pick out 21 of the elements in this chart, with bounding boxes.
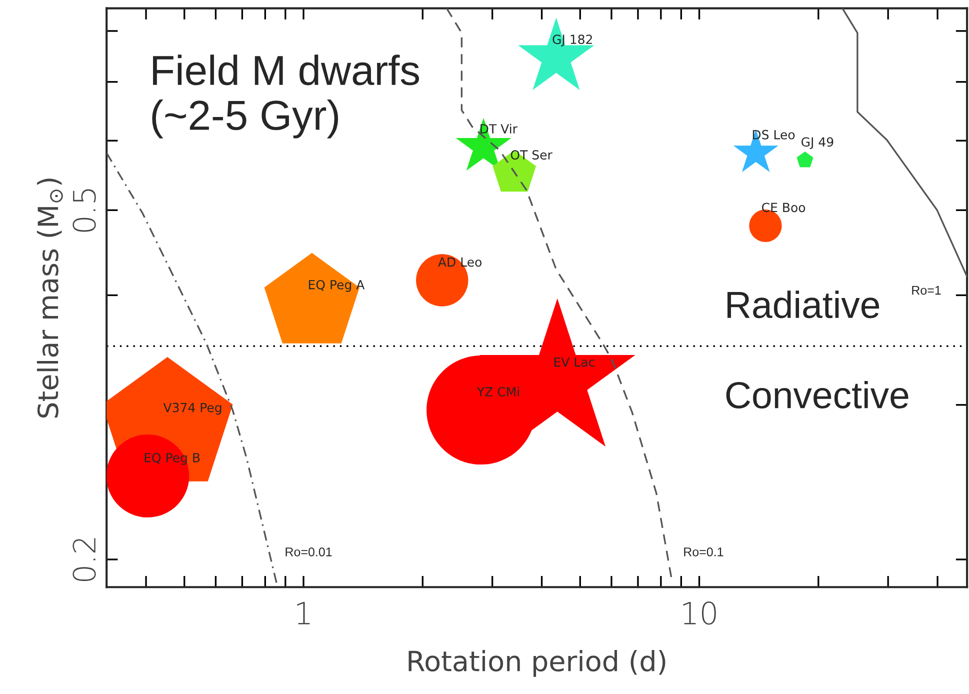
annotation: Radiative	[727, 290, 880, 318]
series-label: YZ CMi	[476, 386, 519, 396]
x-tick-label: 10	[683, 602, 716, 625]
series-label: EQ Peg B	[144, 452, 200, 465]
series-label: V374 Peg	[163, 402, 222, 415]
annotation: Convective	[726, 380, 908, 409]
y-tick-label: 0.2	[72, 538, 96, 582]
series-label: EQ Peg A	[308, 280, 365, 292]
x-axis-title: Rotation period (d)	[408, 650, 666, 677]
annotation: Field M dwarfs (~2-5 Gyr)	[152, 54, 420, 138]
annotation: Ro=0.1	[684, 547, 724, 556]
series-label: EV Lac	[554, 357, 594, 367]
annotation: Ro=1	[912, 286, 941, 295]
series-label: GJ 49	[802, 137, 834, 149]
y-axis-title: Stellar mass (M$_{⊙}$)	[36, 178, 63, 418]
series-label: CE Boo	[762, 202, 806, 212]
series-label: AD Leo	[438, 257, 482, 267]
x-tick-label: 1	[297, 602, 310, 624]
annotation: Ro=0.01	[286, 547, 332, 556]
y-tick-label: 0.5	[72, 189, 96, 232]
series-label: GJ 182	[552, 34, 592, 46]
